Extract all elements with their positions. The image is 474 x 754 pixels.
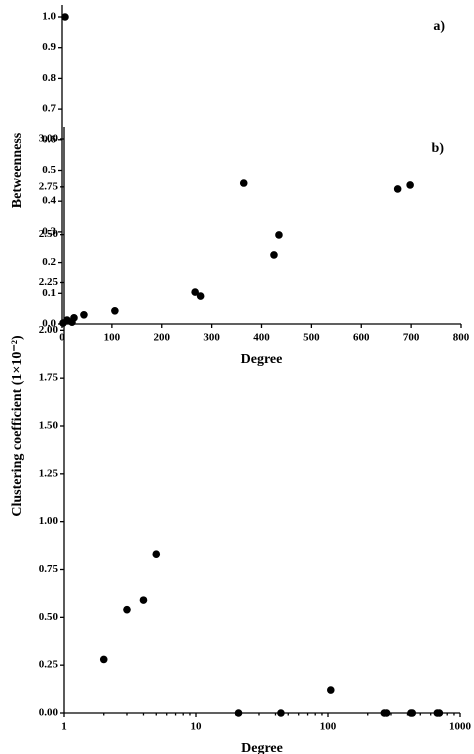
y-axis-label: Betweenness (10, 132, 25, 208)
point (406, 181, 414, 189)
x-tick-label: 10 (191, 721, 203, 733)
point (234, 709, 243, 717)
point (123, 605, 131, 614)
y-tick-label: 0.8 (42, 72, 56, 84)
y-tick-label: 2.75 (39, 180, 59, 192)
x-axis-label: Degree (241, 741, 283, 754)
point (435, 709, 444, 717)
x-tick-label: 300 (203, 332, 220, 344)
panel-label: b) (432, 141, 445, 156)
point (275, 231, 283, 239)
y-tick-label: 0.00 (39, 707, 59, 719)
y-tick-label: 0.4 (42, 195, 56, 207)
point (191, 288, 199, 296)
x-tick-label: 100 (320, 721, 337, 733)
y-tick-label: 0.0 (42, 318, 56, 330)
x-tick-label: 600 (353, 332, 370, 344)
point (152, 550, 161, 558)
point (408, 709, 417, 717)
x-tick-label: 0 (59, 332, 65, 344)
point (382, 709, 391, 717)
y-tick-label: 1.75 (39, 372, 59, 384)
y-tick-label: 0.25 (39, 659, 59, 671)
point (196, 292, 205, 300)
y-tick-label: 3.00 (39, 133, 59, 145)
point (80, 310, 88, 319)
y-tick-label: 0.50 (39, 611, 59, 623)
point (393, 185, 402, 193)
x-tick-label: 800 (453, 332, 470, 344)
y-tick-label: 0.75 (39, 563, 59, 575)
y-axis-label: Clustering coefficient (1×10⁻²) (10, 335, 25, 517)
y-tick-label: 0.6 (42, 133, 56, 145)
x-tick-label: 700 (403, 332, 420, 344)
y-tick-label: 1.50 (39, 420, 59, 432)
x-tick-label: 400 (253, 332, 270, 344)
x-tick-label: 1000 (449, 721, 472, 733)
y-tick-label: 1.25 (39, 467, 59, 479)
point (270, 251, 278, 259)
y-tick-label: 2.25 (39, 276, 59, 288)
y-tick-label: 2.50 (39, 228, 59, 240)
y-tick-label: 0.2 (42, 256, 56, 268)
x-tick-label: 500 (303, 332, 320, 344)
point (139, 596, 148, 604)
y-tick-label: 0.9 (42, 41, 56, 53)
point (111, 306, 119, 315)
x-tick-label: 200 (154, 332, 171, 344)
x-tick-label: 1 (61, 721, 67, 733)
panel-label: a) (433, 19, 445, 34)
y-tick-label: 0.3 (42, 225, 56, 237)
point (239, 179, 248, 187)
y-tick-label: 0.1 (42, 287, 56, 299)
x-axis-label: Degree (241, 352, 283, 367)
y-tick-label: 1.0 (42, 11, 56, 23)
y-tick-label: 0.7 (42, 103, 56, 115)
point (277, 709, 285, 717)
point (61, 13, 69, 21)
x-tick-label: 100 (104, 332, 121, 344)
y-tick-label: 1.00 (39, 515, 59, 527)
point (70, 314, 78, 322)
point (326, 686, 335, 694)
y-tick-label: 0.5 (42, 164, 56, 176)
point (99, 655, 108, 664)
y-tick-label: 2.00 (39, 324, 59, 336)
